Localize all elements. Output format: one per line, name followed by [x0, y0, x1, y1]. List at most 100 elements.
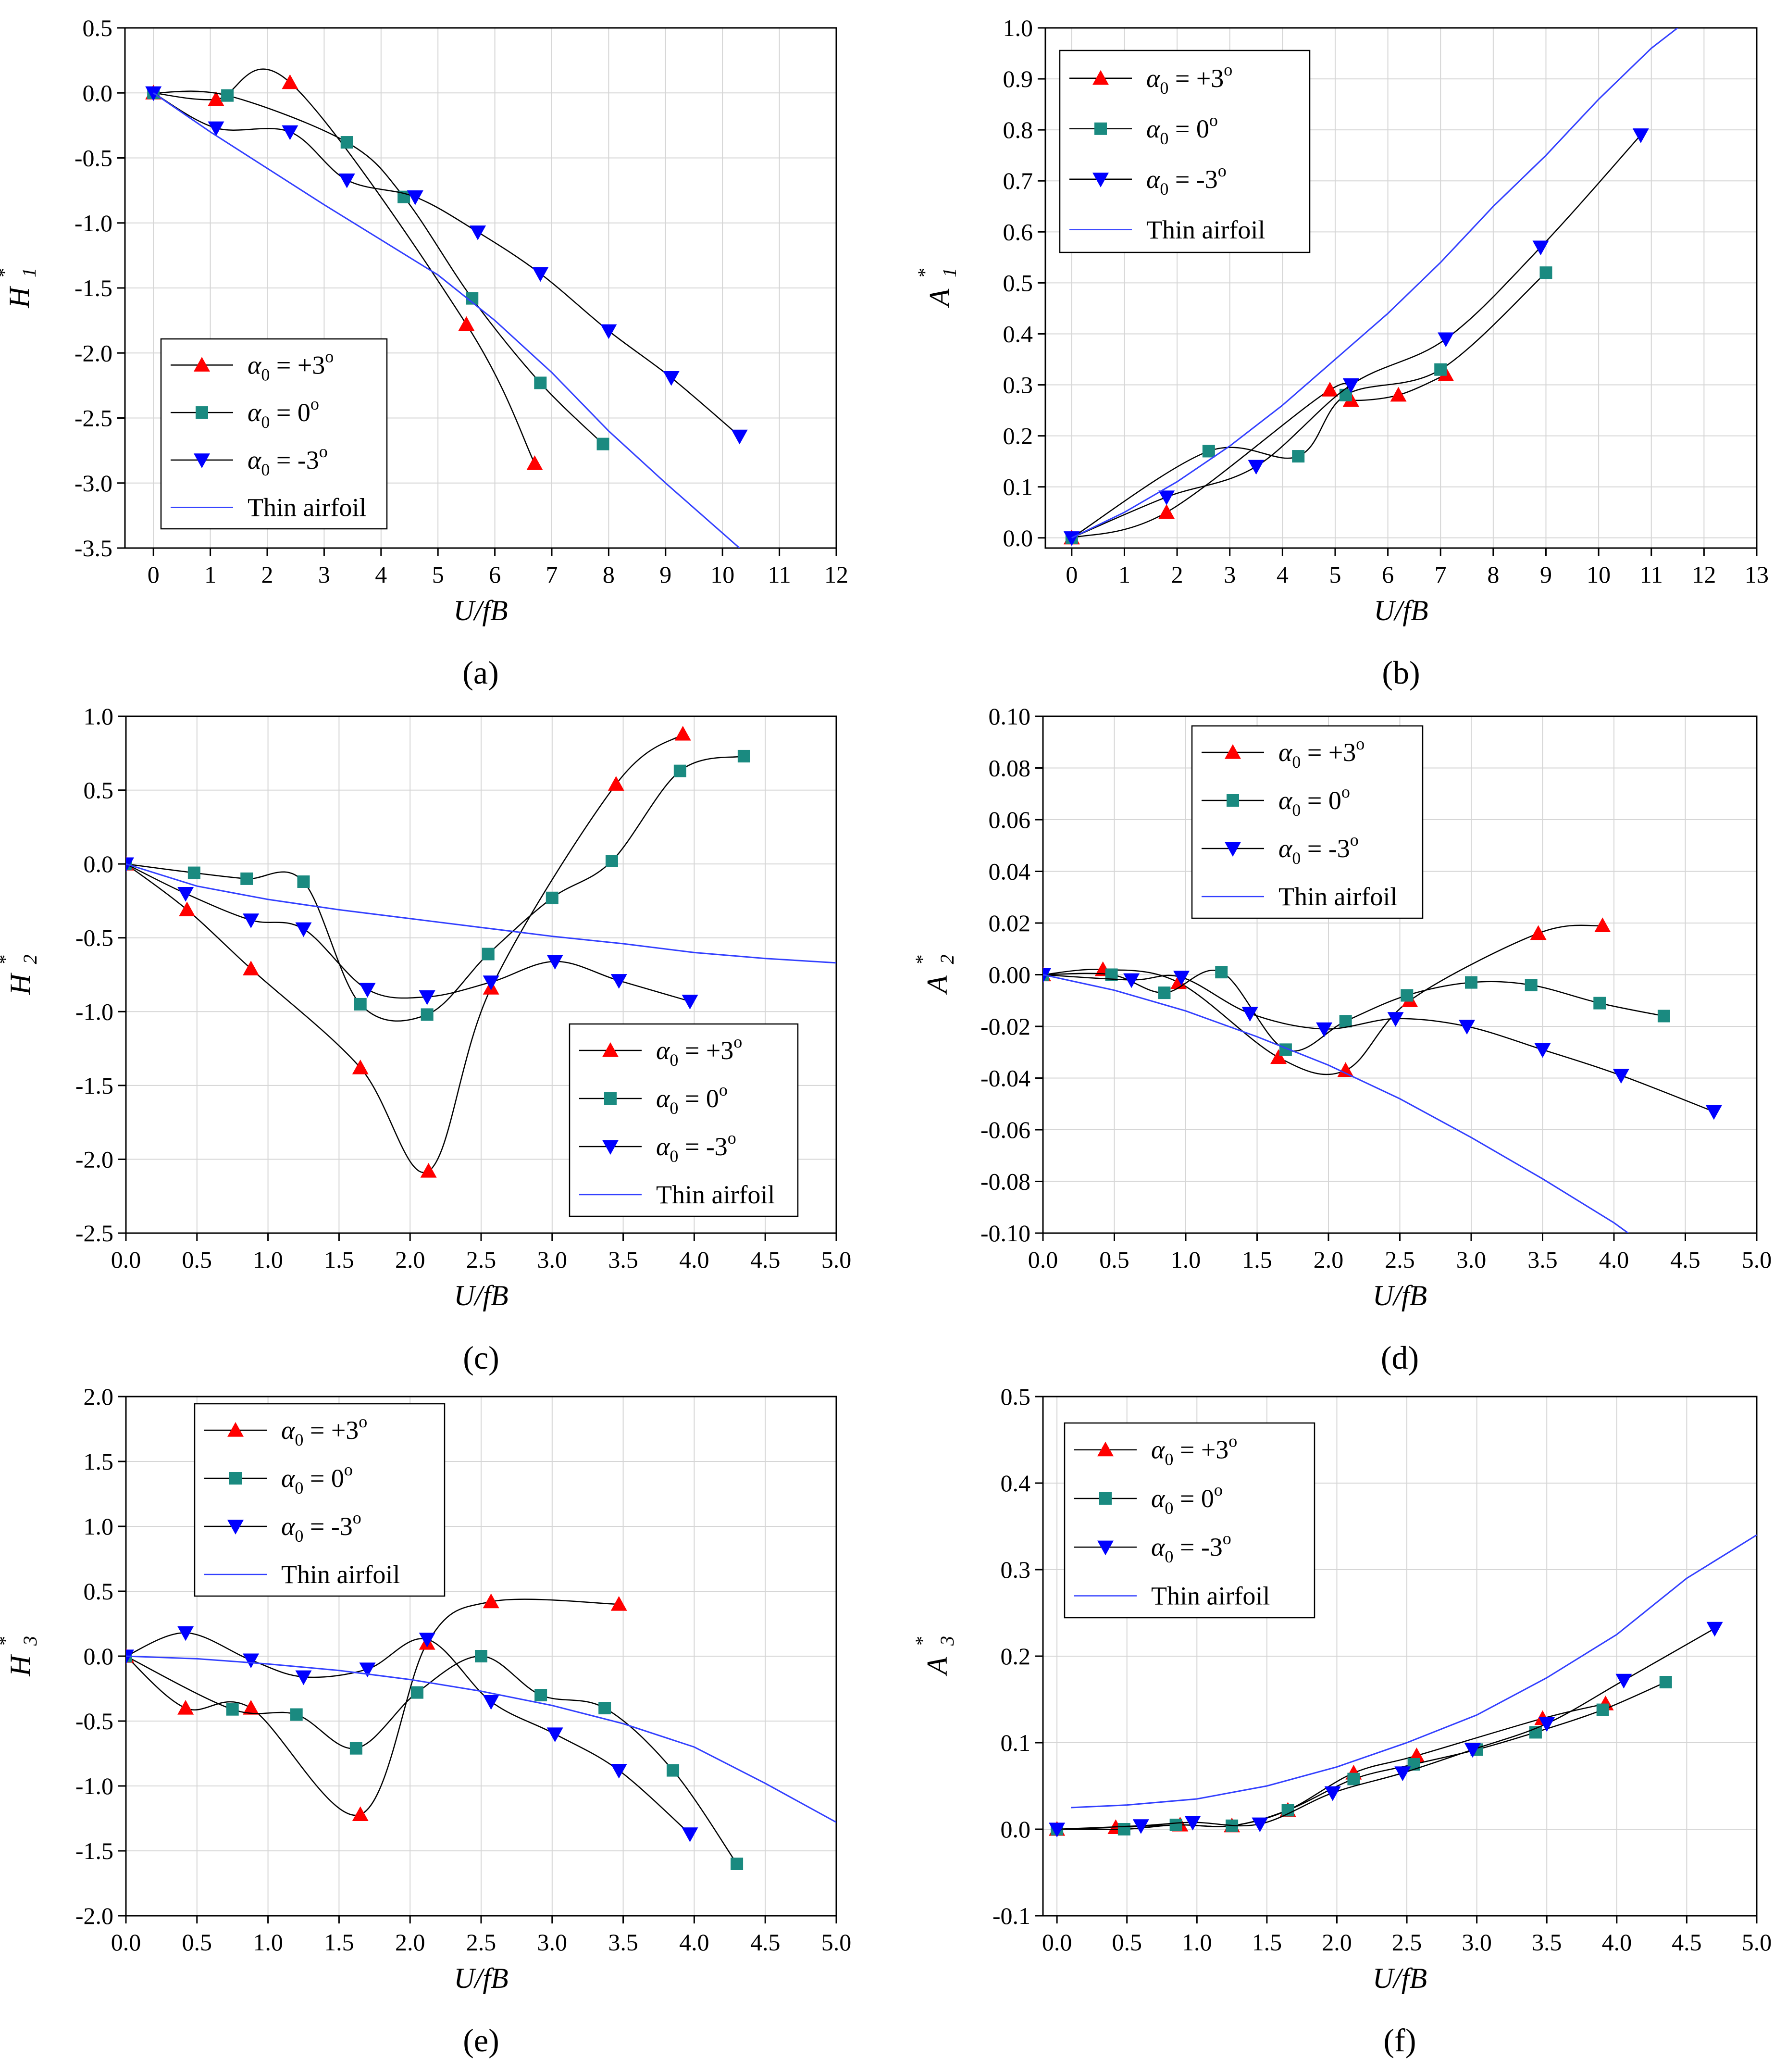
y-tick-label: -0.10: [980, 1220, 1030, 1247]
legend-value: = +3: [1173, 1435, 1228, 1464]
x-tick-label: 5.0: [821, 1929, 852, 1956]
data-point-plus3: [1594, 917, 1611, 932]
legend-subscript: 0: [1160, 129, 1168, 148]
data-point-zero: [1347, 1772, 1360, 1785]
x-tick-label: 2.5: [1392, 1929, 1422, 1956]
legend-entry-minus3: α0 = -3o: [1202, 830, 1359, 868]
data-point-zero: [1596, 1703, 1609, 1716]
legend-entry-minus3: α0 = -3o: [579, 1128, 736, 1166]
x-tick-label: 0.0: [1028, 1246, 1058, 1273]
y-tick-label: -0.08: [980, 1168, 1030, 1195]
legend-degree: o: [1356, 734, 1365, 753]
x-tick-label: 5.0: [1742, 1929, 1772, 1956]
y-tick-label: -1.5: [75, 1837, 113, 1864]
legend-alpha: α: [1151, 1435, 1166, 1464]
legend-label: α0 = 0o: [1278, 782, 1350, 820]
data-point-zero: [1292, 450, 1305, 463]
x-tick-label: 8: [1487, 561, 1499, 588]
legend-value: = -3: [1301, 834, 1350, 863]
y-axis-title: A 2*: [911, 955, 958, 995]
data-point-minus3: [610, 974, 627, 989]
legend-alpha: α: [248, 398, 262, 427]
x-axis-title: U/fB: [454, 1962, 508, 1994]
data-point-minus3: [1615, 1673, 1632, 1689]
chart-panel-c: 0.0 0.5 1.0 1.5 2.0 2.5 3.0 3.5 4.0 4.5 5.0 -2.5 -2.…: [0, 703, 851, 1376]
legend-label: α0 = +3o: [248, 347, 334, 384]
data-point-zero: [340, 136, 353, 149]
x-tick-label: 0.5: [182, 1246, 212, 1273]
legend-subscript: 0: [1292, 849, 1301, 868]
x-tick-label: 4.0: [679, 1246, 709, 1273]
legend-marker: [194, 453, 210, 468]
legend-subscript: 0: [295, 1430, 303, 1449]
y-tick-label: 0.5: [1001, 1383, 1031, 1410]
y-tick-label: -2.0: [75, 1902, 113, 1929]
x-tick-label: 3.0: [537, 1246, 568, 1273]
legend-marker: [1225, 842, 1241, 857]
y-axis-title-subscript: 3: [19, 1636, 41, 1646]
series-line-zero: [1071, 272, 1547, 538]
x-tick-label: 0.0: [111, 1246, 141, 1273]
legend-label: α0 = 0o: [1151, 1480, 1223, 1518]
data-point-minus3: [1532, 240, 1549, 256]
x-tick-label: 2.0: [1314, 1246, 1344, 1273]
data-point-minus3: [483, 975, 499, 990]
panel-label: (d): [1381, 1339, 1419, 1376]
data-point-minus3: [546, 1727, 563, 1742]
legend-entry-plus3: α0 = +3o: [1069, 60, 1232, 98]
legend-entry-zero: α0 = 0o: [1202, 782, 1350, 820]
y-tick-label: -0.04: [980, 1065, 1030, 1092]
legend-entry-zero: α0 = 0o: [1074, 1480, 1223, 1518]
series-line-plus3: [1043, 924, 1603, 1075]
legend-marker: [1099, 1492, 1112, 1505]
data-point-zero: [482, 948, 495, 961]
data-point-minus3: [483, 1695, 499, 1710]
y-axis-title-superscript: *: [0, 1636, 16, 1646]
y-axis-title-subscript: 1: [939, 268, 960, 277]
legend-subscript: 0: [1165, 1450, 1173, 1469]
legend-entry-thin: Thin airfoil: [171, 493, 366, 522]
legend-alpha: α: [656, 1084, 670, 1113]
y-tick-label: 0.0: [84, 850, 114, 877]
data-point-zero: [1657, 1010, 1670, 1023]
legend-marker: [602, 1042, 619, 1057]
y-axis-title: H 1*: [0, 268, 40, 309]
legend-value: = -3: [1173, 1533, 1222, 1561]
data-point-plus3: [282, 74, 298, 89]
x-tick-label: 10: [1587, 561, 1611, 588]
x-tick-label: 5: [432, 561, 444, 588]
legend-marker: [227, 1520, 244, 1535]
y-axis-title-main: A: [921, 975, 953, 995]
y-tick-label: 2.0: [84, 1383, 114, 1410]
x-tick-label: 3.0: [1462, 1929, 1492, 1956]
y-tick-label: 0.0: [1001, 1816, 1031, 1843]
x-tick-label: 4.5: [750, 1929, 781, 1956]
legend-degree: o: [733, 1032, 742, 1051]
data-point-zero: [1117, 1823, 1130, 1835]
legend-alpha: α: [1146, 165, 1161, 194]
data-point-minus3: [295, 1670, 312, 1685]
legend-entry-plus3: α0 = +3o: [579, 1032, 742, 1070]
legend-label: Thin airfoil: [1146, 215, 1265, 244]
legend-marker: [1225, 744, 1241, 759]
chart-panel-a: 0 1 2 3 4 5 6 7 8 9 10 11 12-3.5-3.0-2.5-2.0-1.5-1.0…: [0, 14, 848, 691]
data-point-zero: [226, 1703, 239, 1716]
panel-label: (f): [1384, 2022, 1416, 2059]
data-point-minus3: [1241, 1007, 1258, 1022]
x-tick-label: 0.5: [1112, 1929, 1142, 1956]
x-tick-label: 2.0: [395, 1246, 425, 1273]
data-point-minus3: [177, 886, 194, 902]
legend-alpha: α: [1278, 834, 1293, 863]
data-point-minus3: [419, 990, 435, 1005]
legend-subscript: 0: [670, 1050, 678, 1070]
data-point-minus3: [682, 1827, 698, 1842]
legend-entry-plus3: α0 = +3o: [171, 347, 334, 384]
data-point-zero: [240, 872, 253, 885]
data-point-minus3: [359, 1662, 376, 1677]
data-point-zero: [1339, 1015, 1352, 1028]
legend-value: = 0: [1168, 114, 1209, 143]
data-point-zero: [475, 1650, 487, 1662]
series-line-thin: [126, 863, 836, 964]
legend-label: α0 = +3o: [1278, 734, 1365, 772]
